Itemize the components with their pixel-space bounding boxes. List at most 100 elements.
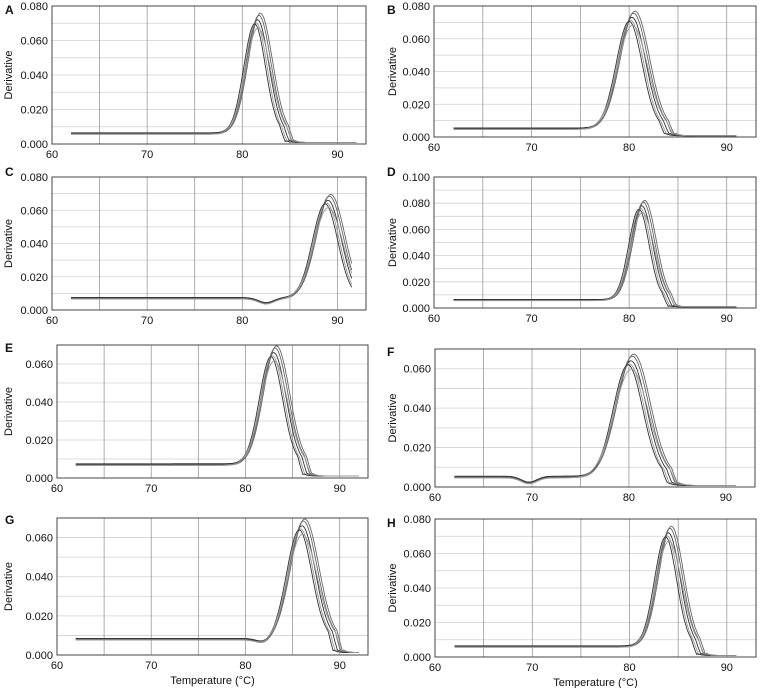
panel-label: B (387, 3, 396, 17)
x-tick-label: 80 (623, 313, 635, 325)
melt-curve-3 (453, 19, 737, 137)
panel-label: C (5, 165, 14, 179)
panel-c: 60 70 80 90 0.000 0.020 0.040 0.060 0.080 Derivat… (3, 165, 367, 327)
plot-frame (56, 517, 369, 656)
melt-curve-4 (71, 194, 353, 304)
y-tick-label: 0.080 (20, 1, 48, 13)
melt-curve-3 (75, 355, 359, 477)
y-axis-title: Derivative (387, 394, 399, 443)
y-tick-label: 0.060 (402, 224, 430, 236)
panel-g: 60 70 80 90 0.000 0.020 0.040 0.060 Derivative Te… (3, 513, 369, 687)
y-tick-label: 0.000 (20, 139, 48, 151)
x-tick-label: 90 (721, 662, 733, 674)
y-tick-label: 0.060 (20, 36, 48, 48)
x-tick-label: 90 (721, 142, 733, 154)
y-tick-label: 0.100 (402, 172, 430, 184)
y-tick-label: 0.040 (25, 572, 53, 584)
y-tick-label: 0.020 (20, 272, 48, 284)
x-tick-label: 60 (51, 660, 63, 672)
x-axis-title: Temperature (°C) (170, 675, 254, 687)
x-tick-label: 90 (334, 660, 346, 672)
melt-curve-1 (453, 205, 737, 308)
y-tick-label: 0.080 (20, 172, 48, 184)
x-tick-label: 70 (145, 660, 157, 672)
melt-curve-4 (454, 525, 737, 656)
y-axis-title: Derivative (3, 51, 15, 100)
y-tick-label: 0.040 (402, 251, 430, 263)
y-tick-label: 0.060 (25, 533, 53, 545)
plot-frame (51, 5, 367, 145)
y-tick-label: 0.000 (402, 303, 430, 315)
x-tick-label: 70 (525, 313, 537, 325)
x-tick-label: 90 (721, 313, 733, 325)
y-tick-label: 0.040 (20, 70, 48, 82)
panel-label: D (387, 165, 396, 179)
plot-frame (434, 348, 756, 488)
melt-curve-1 (453, 17, 737, 137)
x-tick-label: 60 (429, 492, 441, 504)
x-tick-label: 80 (239, 660, 251, 672)
y-tick-label: 0.020 (403, 618, 431, 630)
panel-label: F (387, 345, 394, 359)
melt-curve-1 (75, 352, 359, 477)
melt-curve-6 (75, 533, 359, 654)
melt-curve-6 (71, 27, 357, 143)
y-tick-label: 0.060 (403, 549, 431, 561)
y-tick-label: 0.040 (20, 239, 48, 251)
panel-h: 60 70 80 90 0.000 0.020 0.040 0.060 0.080 Derivat… (387, 514, 757, 688)
y-tick-label: 0.060 (20, 205, 48, 217)
x-tick-label: 70 (526, 492, 538, 504)
melt-curve-2 (71, 15, 357, 143)
y-axis-title: Derivative (387, 218, 399, 267)
y-tick-label: 0.040 (403, 403, 431, 415)
x-tick-label: 60 (46, 149, 58, 161)
y-tick-label: 0.020 (403, 443, 431, 455)
y-tick-label: 0.000 (403, 482, 431, 494)
y-tick-label: 0.040 (403, 583, 431, 595)
melt-curve-6 (71, 207, 353, 305)
melt-curve-6 (454, 368, 736, 486)
x-tick-label: 90 (334, 483, 346, 495)
x-tick-label: 90 (331, 315, 343, 327)
melt-curve-2 (453, 201, 737, 308)
y-tick-label: 0.060 (403, 364, 431, 376)
panel-a: 60 70 80 90 0.000 0.020 0.040 0.060 0.080 Derivat… (3, 1, 367, 161)
x-tick-label: 60 (428, 313, 440, 325)
y-tick-label: 0.080 (403, 514, 431, 526)
y-tick-label: 0.000 (25, 473, 53, 485)
x-tick-label: 90 (720, 492, 732, 504)
melt-curve-3 (75, 528, 359, 654)
x-tick-label: 60 (51, 483, 63, 495)
y-axis-title: Derivative (3, 219, 15, 268)
melt-curve-1 (75, 525, 359, 654)
panel-label: E (5, 341, 13, 355)
plot-frame (434, 518, 757, 658)
panel-e: 60 70 80 90 0.000 0.020 0.040 0.060 Derivative E (3, 341, 369, 495)
panel-b: 60 70 80 90 0.000 0.020 0.040 0.060 0.080 Derivat… (387, 1, 757, 154)
melt-curve-6 (454, 540, 737, 656)
melt-curve-4 (75, 345, 359, 477)
y-axis-title: Derivative (387, 47, 399, 96)
melt-curve-5 (71, 23, 357, 143)
y-axis-title: Derivative (3, 387, 15, 436)
melt-curve-4 (453, 10, 737, 137)
melt-curve-6 (453, 212, 737, 308)
melt-curve-2 (75, 347, 359, 477)
melt-curve-4 (71, 12, 357, 143)
melt-curve-5 (453, 208, 737, 308)
panel-d: 60 70 80 90 0.000 0.020 0.040 0.060 0.080 0.100 De… (387, 165, 757, 325)
y-tick-label: 0.000 (403, 652, 431, 664)
plot-frame (51, 176, 367, 311)
panel-f: 60 70 80 90 0.000 0.020 0.040 0.060 Derivative F (387, 345, 756, 504)
melt-curve-4 (75, 518, 359, 654)
x-tick-label: 70 (145, 483, 157, 495)
x-tick-label: 70 (526, 662, 538, 674)
x-tick-label: 80 (236, 315, 248, 327)
plot-frame (56, 344, 369, 479)
y-tick-label: 0.040 (25, 397, 53, 409)
melt-curve-1 (71, 19, 357, 143)
plot-frame (433, 176, 757, 309)
x-tick-label: 60 (428, 142, 440, 154)
y-tick-label: 0.000 (402, 132, 430, 144)
y-tick-label: 0.020 (402, 99, 430, 111)
